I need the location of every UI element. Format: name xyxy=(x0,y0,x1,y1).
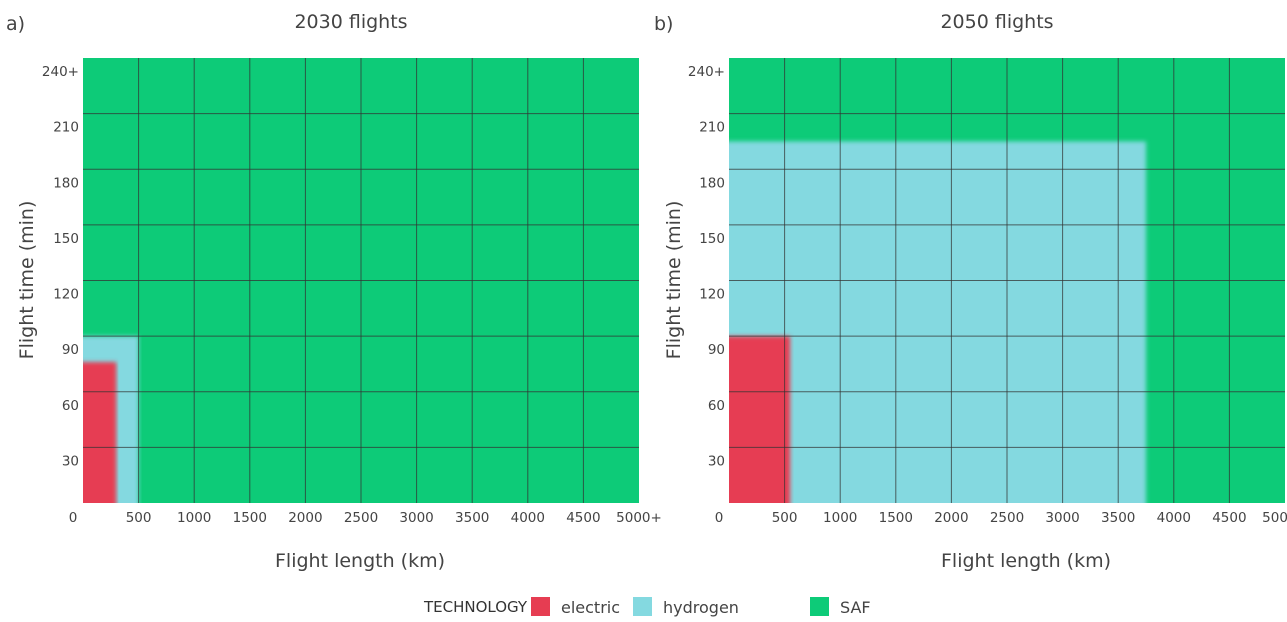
y-tick-label: 240+ xyxy=(42,64,79,80)
panel-label-b: b) xyxy=(654,13,673,35)
y-tick-label: 210 xyxy=(53,120,79,136)
legend: TECHNOLOGY electric hydrogen SAF xyxy=(423,597,871,617)
x-tick-label: 3000 xyxy=(1045,510,1079,526)
y-tick-label: 120 xyxy=(699,287,725,303)
panel-2050: b) 2050 flights 0 500 1000 1500 2000 2500 3000… xyxy=(654,11,1287,572)
legend-label-electric: electric xyxy=(561,598,620,617)
x-tick-labels-2050: 0 500 1000 1500 2000 2500 3000 3500 4000 4500 5000… xyxy=(715,510,1287,526)
x-tick-label: 1500 xyxy=(879,510,913,526)
chart-title-2030: 2030 flights xyxy=(294,11,407,33)
x-tick-label: 1000 xyxy=(823,510,857,526)
x-tick-label: 2500 xyxy=(990,510,1024,526)
x-tick-label: 5000+ xyxy=(616,510,662,526)
region-electric xyxy=(83,362,117,503)
y-tick-label: 120 xyxy=(53,287,79,303)
x-tick-label: 500 xyxy=(126,510,152,526)
legend-swatch-saf xyxy=(810,597,829,616)
panel-label-a: a) xyxy=(6,13,25,35)
legend-swatch-hydrogen xyxy=(633,597,652,616)
chart-title-2050: 2050 flights xyxy=(940,11,1053,33)
plot-area-2050 xyxy=(729,58,1285,503)
x-tick-labels-2030: 0 500 1000 1500 2000 2500 3000 3500 4000 4500 5000… xyxy=(69,510,662,526)
y-axis-label-2050: Flight time (min) xyxy=(663,201,685,360)
x-tick-label: 2500 xyxy=(344,510,378,526)
region-electric xyxy=(729,336,791,503)
y-tick-label: 90 xyxy=(62,342,79,358)
x-tick-label: 3000 xyxy=(399,510,433,526)
y-tick-label: 90 xyxy=(708,342,725,358)
x-tick-label: 5000+ xyxy=(1262,510,1287,526)
technology-regions xyxy=(83,336,139,503)
legend-title: TECHNOLOGY xyxy=(423,598,528,616)
legend-items: electric hydrogen SAF xyxy=(531,597,871,617)
y-tick-label: 60 xyxy=(62,398,79,414)
x-tick-label: 500 xyxy=(772,510,798,526)
y-tick-label: 60 xyxy=(708,398,725,414)
y-tick-label: 210 xyxy=(699,120,725,136)
region-hydrogen xyxy=(729,141,1146,503)
x-tick-label: 0 xyxy=(69,510,78,526)
plot-area-2030 xyxy=(83,58,639,503)
y-axis-label-2030: Flight time (min) xyxy=(16,201,38,360)
x-tick-label: 0 xyxy=(715,510,724,526)
grid-lines xyxy=(729,58,1285,503)
y-tick-label: 240+ xyxy=(688,64,725,80)
panel-2030: a) 2030 flights 0 500 1000 1500 2000 2500 3000… xyxy=(6,11,662,572)
grid-lines xyxy=(83,58,639,503)
legend-label-saf: SAF xyxy=(840,598,871,617)
x-tick-label: 2000 xyxy=(934,510,968,526)
x-tick-label: 1500 xyxy=(233,510,267,526)
y-tick-label: 30 xyxy=(62,453,79,469)
x-tick-label: 4500 xyxy=(1212,510,1246,526)
y-tick-label: 30 xyxy=(708,453,725,469)
x-tick-label: 4500 xyxy=(566,510,600,526)
y-tick-label: 180 xyxy=(53,175,79,191)
y-tick-label: 180 xyxy=(699,175,725,191)
y-tick-labels-2030: 30 60 90 120 150 180 210 240+ xyxy=(42,64,79,469)
x-axis-label-2030: Flight length (km) xyxy=(275,550,445,572)
technology-regions xyxy=(729,141,1146,503)
x-tick-label: 4000 xyxy=(511,510,545,526)
x-tick-label: 1000 xyxy=(177,510,211,526)
legend-swatch-electric xyxy=(531,597,550,616)
x-tick-label: 3500 xyxy=(455,510,489,526)
x-axis-label-2050: Flight length (km) xyxy=(941,550,1111,572)
y-tick-label: 150 xyxy=(699,231,725,247)
x-tick-label: 4000 xyxy=(1157,510,1191,526)
y-tick-label: 150 xyxy=(53,231,79,247)
legend-label-hydrogen: hydrogen xyxy=(663,598,739,617)
x-tick-label: 3500 xyxy=(1101,510,1135,526)
y-tick-labels-2050: 30 60 90 120 150 180 210 240+ xyxy=(688,64,725,469)
x-tick-label: 2000 xyxy=(288,510,322,526)
